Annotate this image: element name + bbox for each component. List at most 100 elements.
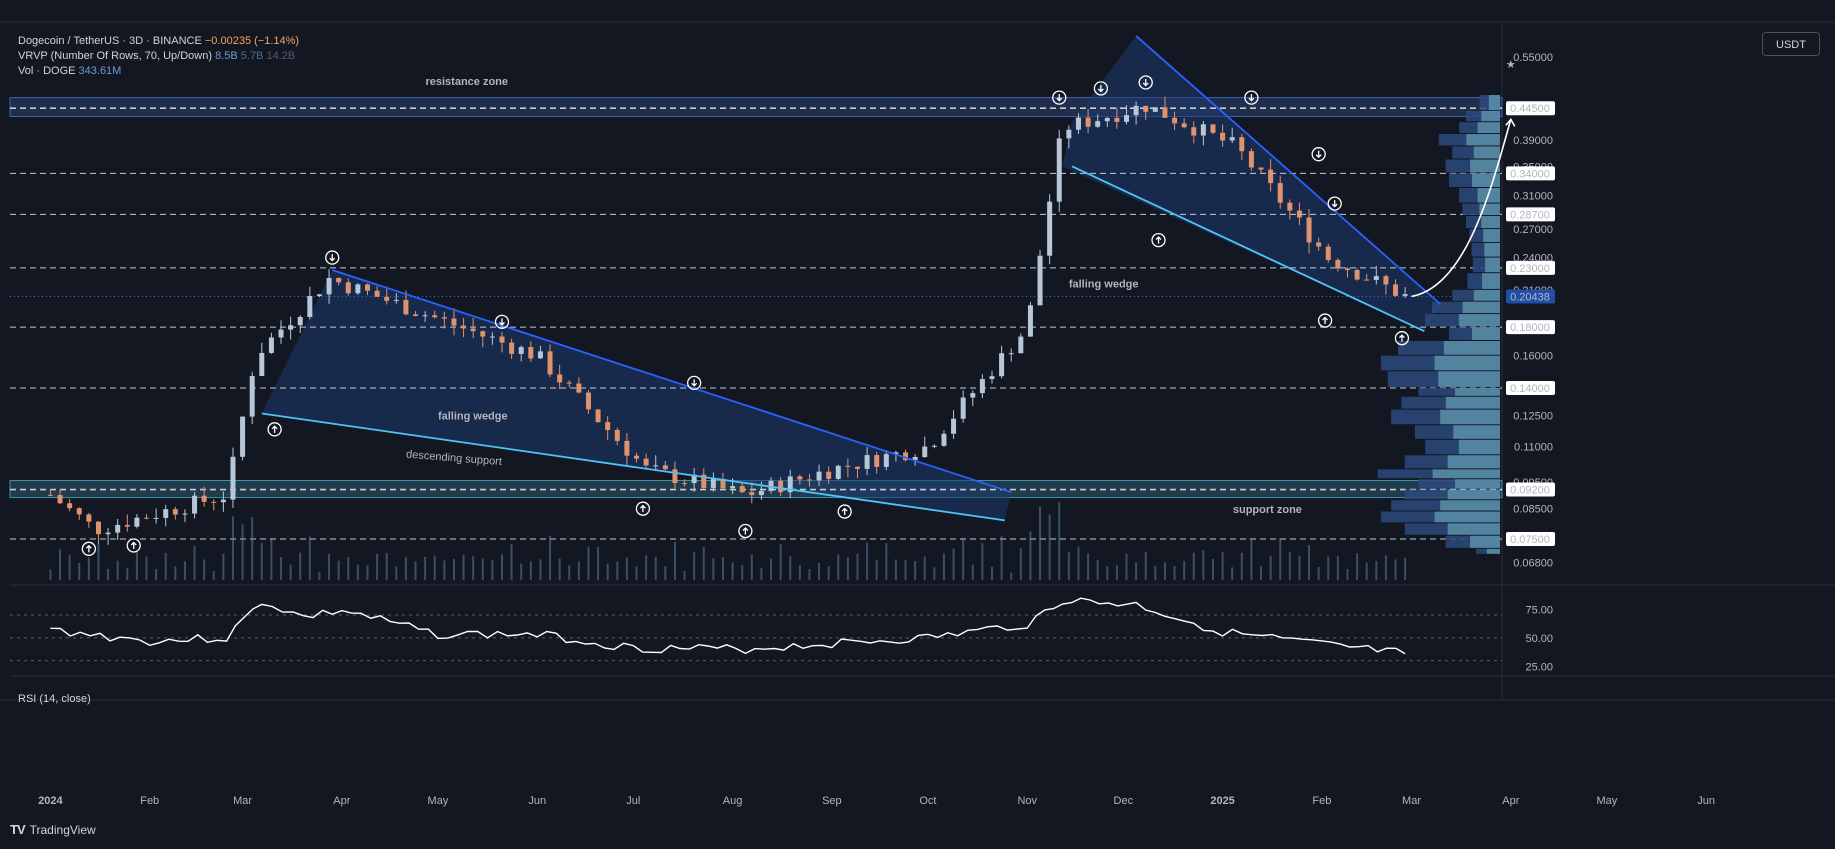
candle-body — [374, 290, 380, 297]
volume-bar — [597, 547, 600, 580]
candle-body — [682, 483, 688, 485]
time-axis-tick: May — [1597, 795, 1618, 807]
volume-bar — [1183, 560, 1186, 580]
volume-legend[interactable]: Vol · DOGE 343.61M — [18, 64, 121, 79]
volume-bar — [539, 559, 542, 580]
candle-body — [1047, 201, 1053, 256]
candle-body — [364, 284, 370, 291]
arrow-up-icon — [1151, 232, 1166, 248]
volume-bar — [942, 553, 945, 580]
marker-arrow — [499, 318, 505, 326]
candle-body — [883, 454, 889, 467]
volume-bar — [1144, 551, 1147, 580]
candle-body — [345, 282, 351, 294]
time-axis-tick: Mar — [1402, 795, 1421, 807]
marker-ring — [1327, 196, 1342, 211]
marker-arrow — [1322, 316, 1329, 325]
candle-body — [461, 325, 467, 329]
candle-body — [778, 480, 784, 493]
volume-bar — [1039, 506, 1042, 580]
rsi-legend[interactable]: RSI (14, close) — [18, 693, 91, 705]
rsi-axis-tick: 50.00 — [1525, 633, 1553, 645]
current-price-tag — [1506, 289, 1555, 304]
currency-selector-button[interactable]: USDT — [1762, 32, 1820, 56]
candle-body — [268, 337, 274, 353]
volume-value: 343.61M — [78, 65, 122, 77]
marker-ring — [126, 538, 141, 553]
candle-body — [393, 299, 399, 301]
volume-bar — [491, 559, 494, 580]
candle-body — [1104, 117, 1110, 122]
candle-body — [480, 331, 486, 337]
volume-bar — [443, 560, 446, 580]
candle-body — [1373, 276, 1379, 280]
vrvp-bar-up — [1455, 479, 1500, 489]
candle-body — [614, 429, 620, 441]
volume-bar — [875, 560, 878, 580]
arrow-up-icon — [738, 523, 753, 539]
volume-bar — [1010, 572, 1013, 580]
vrvp-bar-up — [1458, 439, 1500, 455]
volume-bar — [1135, 562, 1138, 580]
volume-bar — [837, 554, 840, 580]
projection-arrow — [1411, 119, 1512, 298]
volume-bar — [1019, 548, 1022, 580]
symbol-legend[interactable]: Dogecoin / TetherUS · 3D · BINANCE −0.00… — [18, 34, 299, 49]
volume-bar — [183, 561, 186, 580]
candle-body — [1008, 353, 1014, 355]
vrvp-bar-up — [1434, 355, 1500, 371]
level-price-tag — [1506, 531, 1555, 546]
level-price-tag — [1506, 207, 1555, 222]
price-axis-tick: 0.16000 — [1513, 351, 1553, 363]
time-axis-tick: Apr — [333, 795, 350, 807]
candle-body — [499, 336, 505, 343]
vrvp-bar-up — [1483, 229, 1500, 242]
volume-bar — [606, 563, 609, 580]
candle-body — [76, 508, 82, 515]
time-axis-tick: Oct — [919, 795, 936, 807]
volume-bar — [587, 546, 590, 580]
tradingview-brand[interactable]: TV TradingView — [10, 822, 96, 837]
candle-body — [720, 478, 726, 489]
candle-body — [1344, 268, 1350, 271]
candle-body — [1239, 137, 1245, 152]
volume-bar — [212, 571, 215, 580]
candle-body — [787, 476, 793, 493]
marker-arrow — [639, 504, 646, 513]
vrvp-bar-up — [1484, 242, 1500, 257]
volume-bar — [1192, 552, 1195, 580]
candle-body — [1335, 259, 1341, 269]
marker-arrow — [1248, 94, 1255, 102]
candle-body — [249, 376, 255, 417]
candle-body — [182, 513, 188, 515]
arrow-up-icon — [635, 501, 651, 516]
candle-body — [1066, 129, 1072, 139]
volume-bar — [625, 557, 628, 580]
vrvp-value-up: 8.5B — [215, 50, 238, 62]
volume-bar — [241, 524, 244, 580]
vrvp-bar-up — [1438, 371, 1500, 387]
falling-wedge-label-1: falling wedge — [438, 410, 508, 422]
price-axis-tick: 0.11000 — [1514, 441, 1553, 453]
vrvp-bar-up — [1455, 387, 1500, 396]
volume-bar — [1288, 552, 1291, 580]
candle-body — [1114, 117, 1120, 122]
candle-body — [653, 465, 659, 467]
volume-bar — [1163, 562, 1166, 580]
vrvp-legend[interactable]: VRVP (Number Of Rows, 70, Up/Down) 8.5B … — [18, 49, 295, 64]
volume-bar — [520, 563, 523, 580]
candle-body — [874, 455, 880, 467]
volume-bar — [414, 561, 417, 580]
volume-bar — [885, 543, 888, 580]
volume-bar — [664, 566, 667, 580]
marker-ring — [1052, 90, 1067, 105]
volume-bar — [712, 558, 715, 580]
volume-bar — [673, 541, 676, 580]
vrvp-bar-up — [1481, 110, 1500, 122]
volume-bar — [107, 568, 110, 580]
volume-bar — [1231, 567, 1234, 580]
candle-body — [845, 465, 851, 467]
marker-ring — [267, 422, 282, 437]
